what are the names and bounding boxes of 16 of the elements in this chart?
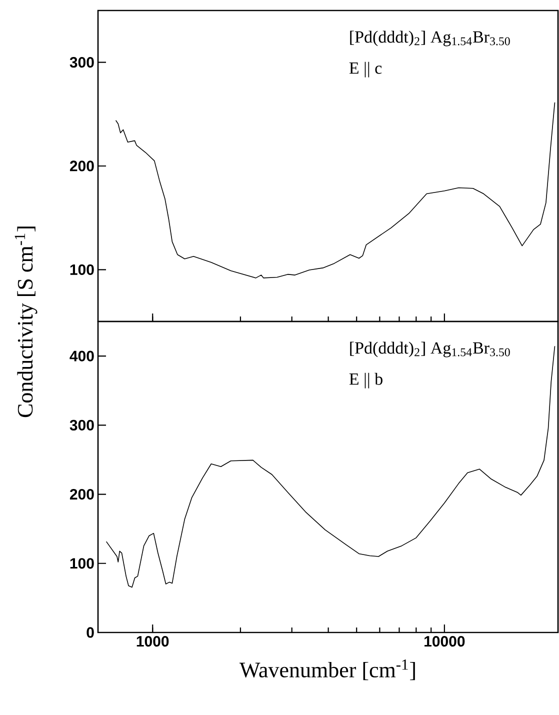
y-tick-label: 200 bbox=[70, 488, 94, 500]
y-tick-label: 300 bbox=[70, 57, 94, 68]
y-tick-label: 100 bbox=[70, 558, 94, 569]
y-tick-label: 100 bbox=[70, 264, 94, 275]
annotation: E || c bbox=[349, 62, 382, 78]
y-tick-label: 300 bbox=[70, 420, 94, 430]
x-tick-label: 1000 bbox=[136, 636, 169, 647]
y-tick-label: 400 bbox=[70, 350, 94, 362]
annotation: E || b bbox=[349, 372, 382, 388]
y-axis-title: Conductivity [S cm$^{-1}$] bbox=[14, 226, 38, 418]
y-tick-label: 0 bbox=[86, 627, 94, 638]
x-axis-title: Wavenumber [cm$^{-1}$] bbox=[239, 660, 415, 680]
annotation: [Pd(dddt)$_{2}$] Ag$_{1.54}$Br$_{3.50}$ bbox=[350, 30, 510, 46]
y-tick-label: 200 bbox=[70, 160, 94, 172]
annotation: [Pd(dddt)$_{2}$] Ag$_{1.54}$Br$_{3.50}$ bbox=[350, 342, 510, 358]
x-tick-label: 10000 bbox=[424, 636, 465, 647]
